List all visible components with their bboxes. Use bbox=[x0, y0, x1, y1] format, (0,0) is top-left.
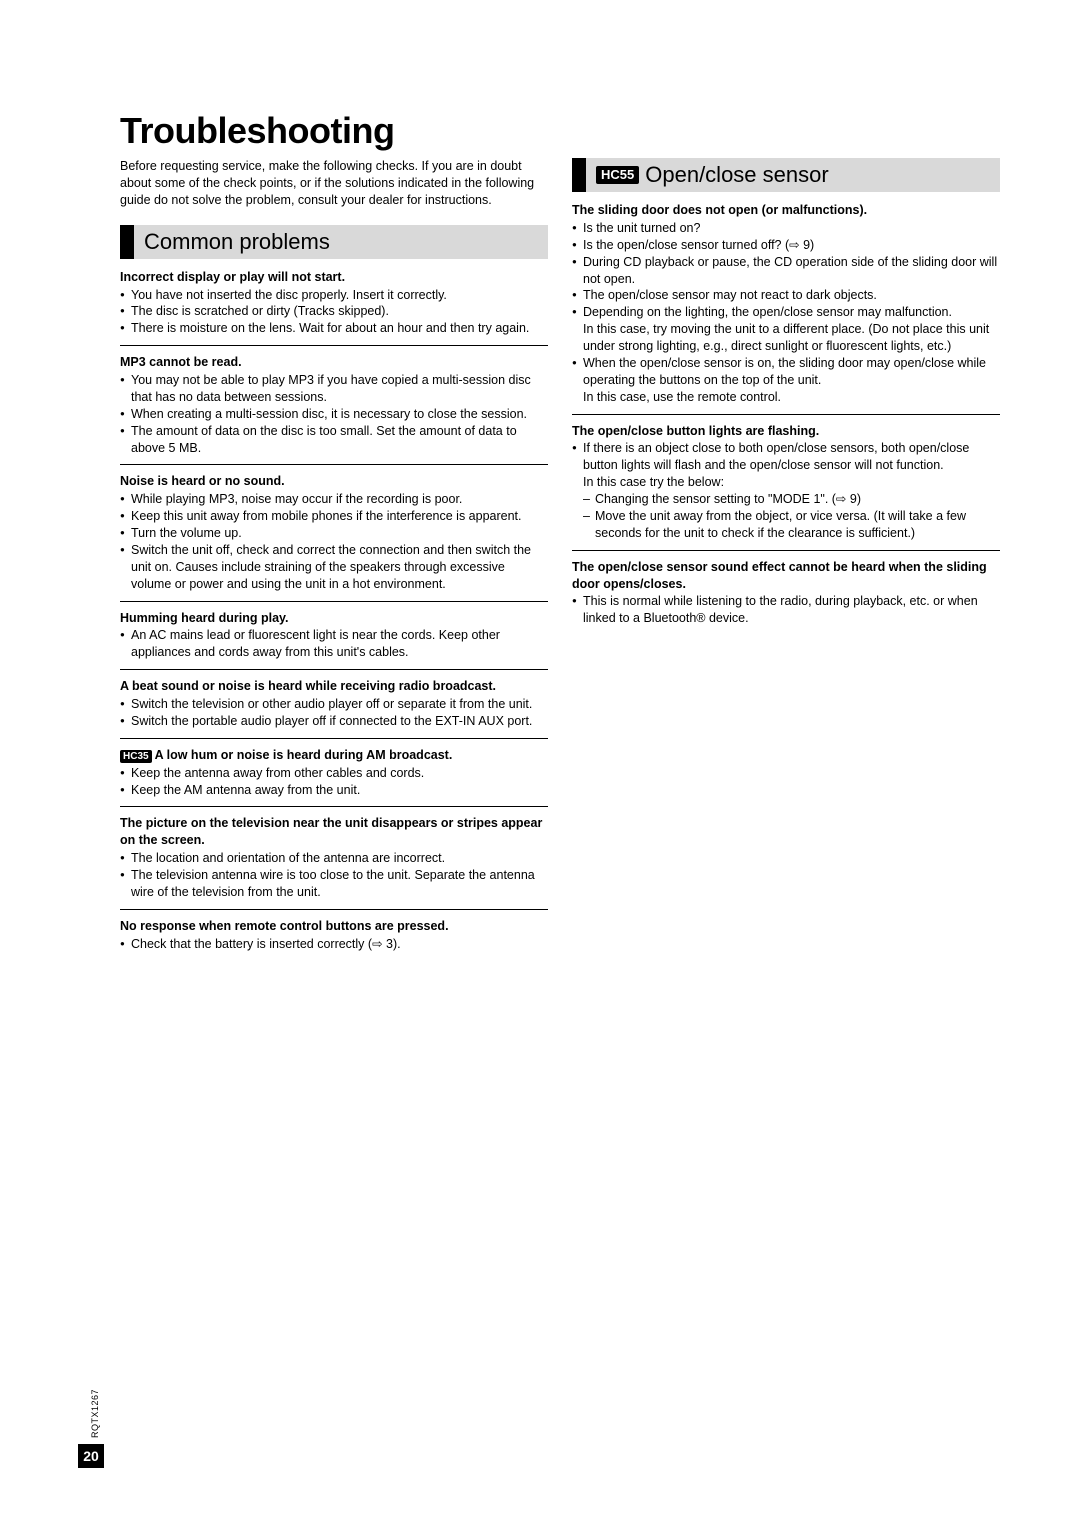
item-title: A beat sound or noise is heard while rec… bbox=[120, 678, 548, 695]
separator bbox=[120, 738, 548, 739]
bullet-list: If there is an object close to both open… bbox=[572, 440, 1000, 491]
list-item: You may not be able to play MP3 if you h… bbox=[120, 372, 548, 406]
item-title: Noise is heard or no sound. bbox=[120, 473, 548, 490]
list-item: During CD playback or pause, the CD oper… bbox=[572, 254, 1000, 288]
content-columns: Before requesting service, make the foll… bbox=[120, 158, 1000, 953]
list-item: You have not inserted the disc properly.… bbox=[120, 287, 548, 304]
list-item: Depending on the lighting, the open/clos… bbox=[572, 304, 1000, 355]
item-title: MP3 cannot be read. bbox=[120, 354, 548, 371]
bullet-list: Is the unit turned on? Is the open/close… bbox=[572, 220, 1000, 406]
separator bbox=[120, 464, 548, 465]
section-header-sensor: HC55 Open/close sensor bbox=[572, 158, 1000, 192]
page-number-block: RQTX1267 20 bbox=[78, 1378, 104, 1468]
separator bbox=[120, 669, 548, 670]
item-title: The open/close sensor sound effect canno… bbox=[572, 559, 1000, 593]
separator bbox=[120, 601, 548, 602]
section-label: Common problems bbox=[134, 225, 340, 259]
item-title: Humming heard during play. bbox=[120, 610, 548, 627]
list-item: The disc is scratched or dirty (Tracks s… bbox=[120, 303, 548, 320]
section-header-common: Common problems bbox=[120, 225, 548, 259]
item-title: HC35 A low hum or noise is heard during … bbox=[120, 747, 548, 764]
item-title: The picture on the television near the u… bbox=[120, 815, 548, 849]
section-bar bbox=[572, 158, 586, 192]
list-item: The location and orientation of the ante… bbox=[120, 850, 548, 867]
list-item: Is the open/close sensor turned off? (⇨ … bbox=[572, 237, 1000, 254]
list-item: Check that the battery is inserted corre… bbox=[120, 936, 548, 953]
doc-code: RQTX1267 bbox=[90, 1389, 100, 1438]
item-title: The open/close button lights are flashin… bbox=[572, 423, 1000, 440]
item-title: Incorrect display or play will not start… bbox=[120, 269, 548, 286]
list-item: Keep the antenna away from other cables … bbox=[120, 765, 548, 782]
model-badge: HC35 bbox=[120, 750, 152, 763]
list-item: Switch the television or other audio pla… bbox=[120, 696, 548, 713]
section-label: HC55 Open/close sensor bbox=[586, 158, 839, 192]
list-item: There is moisture on the lens. Wait for … bbox=[120, 320, 548, 337]
item-title-text: A low hum or noise is heard during AM br… bbox=[152, 748, 453, 762]
separator bbox=[572, 414, 1000, 415]
section-bar bbox=[120, 225, 134, 259]
list-item: Changing the sensor setting to "MODE 1".… bbox=[583, 491, 1000, 508]
separator bbox=[120, 909, 548, 910]
list-item: The open/close sensor may not react to d… bbox=[572, 287, 1000, 304]
separator bbox=[120, 345, 548, 346]
right-column: HC55 Open/close sensor The sliding door … bbox=[572, 158, 1000, 953]
list-item: Switch the unit off, check and correct t… bbox=[120, 542, 548, 593]
list-item: Turn the volume up. bbox=[120, 525, 548, 542]
list-item: While playing MP3, noise may occur if th… bbox=[120, 491, 548, 508]
list-item: This is normal while listening to the ra… bbox=[572, 593, 1000, 627]
bullet-list: You may not be able to play MP3 if you h… bbox=[120, 372, 548, 456]
section-title-text: Open/close sensor bbox=[645, 162, 828, 188]
list-item: Switch the portable audio player off if … bbox=[120, 713, 548, 730]
list-item: When creating a multi-session disc, it i… bbox=[120, 406, 548, 423]
bullet-list: You have not inserted the disc properly.… bbox=[120, 287, 548, 338]
dash-list: Changing the sensor setting to "MODE 1".… bbox=[572, 491, 1000, 542]
list-item: Is the unit turned on? bbox=[572, 220, 1000, 237]
list-item: An AC mains lead or fluorescent light is… bbox=[120, 627, 548, 661]
bullet-list: Check that the battery is inserted corre… bbox=[120, 936, 548, 953]
bullet-list: While playing MP3, noise may occur if th… bbox=[120, 491, 548, 592]
list-item: The television antenna wire is too close… bbox=[120, 867, 548, 901]
model-badge: HC55 bbox=[596, 166, 639, 185]
list-item: If there is an object close to both open… bbox=[572, 440, 1000, 491]
list-item: Keep the AM antenna away from the unit. bbox=[120, 782, 548, 799]
list-item: Move the unit away from the object, or v… bbox=[583, 508, 1000, 542]
separator bbox=[572, 550, 1000, 551]
bullet-list: An AC mains lead or fluorescent light is… bbox=[120, 627, 548, 661]
bullet-list: Switch the television or other audio pla… bbox=[120, 696, 548, 730]
left-column: Before requesting service, make the foll… bbox=[120, 158, 548, 953]
separator bbox=[120, 806, 548, 807]
list-item: When the open/close sensor is on, the sl… bbox=[572, 355, 1000, 406]
item-title: The sliding door does not open (or malfu… bbox=[572, 202, 1000, 219]
list-item: Keep this unit away from mobile phones i… bbox=[120, 508, 548, 525]
intro-text: Before requesting service, make the foll… bbox=[120, 158, 548, 209]
list-item: The amount of data on the disc is too sm… bbox=[120, 423, 548, 457]
page-title: Troubleshooting bbox=[120, 110, 1000, 152]
page-number: 20 bbox=[78, 1444, 104, 1468]
bullet-list: This is normal while listening to the ra… bbox=[572, 593, 1000, 627]
bullet-list: The location and orientation of the ante… bbox=[120, 850, 548, 901]
bullet-list: Keep the antenna away from other cables … bbox=[120, 765, 548, 799]
item-title: No response when remote control buttons … bbox=[120, 918, 548, 935]
